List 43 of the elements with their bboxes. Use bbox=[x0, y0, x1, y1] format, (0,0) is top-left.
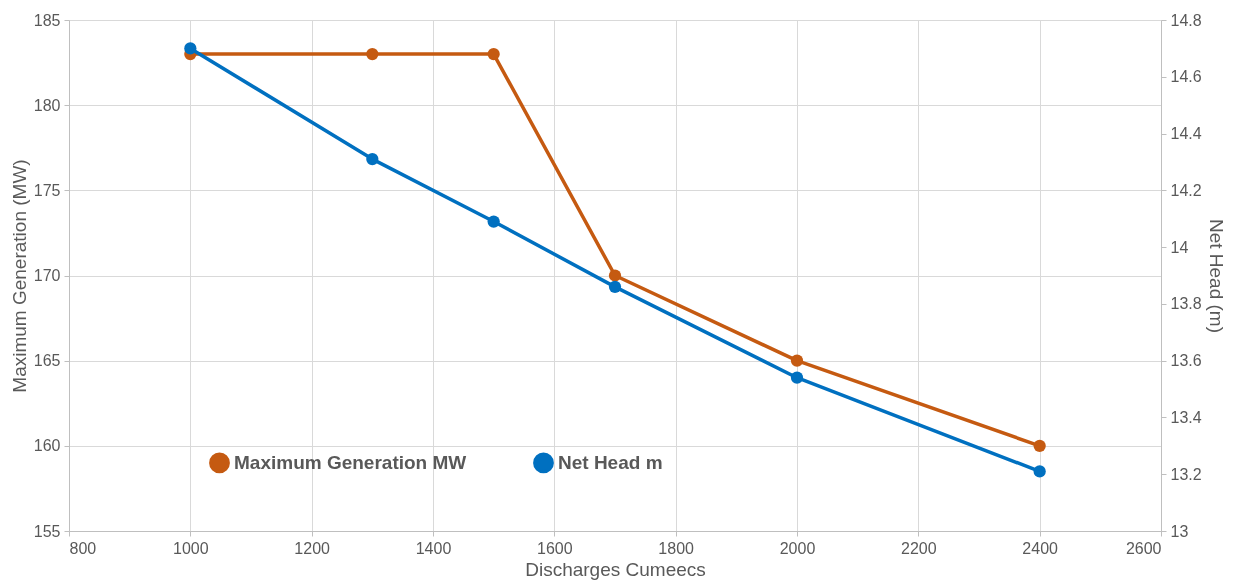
y-tick-label: 155 bbox=[33, 522, 61, 540]
y2-tick-label: 14.6 bbox=[1170, 68, 1202, 86]
point bbox=[608, 269, 622, 282]
y-tick-label: 185 bbox=[33, 11, 61, 29]
point bbox=[790, 354, 804, 367]
point bbox=[1033, 439, 1046, 452]
point bbox=[790, 371, 804, 384]
x-tick-label: 1000 bbox=[173, 539, 209, 557]
y-tick-label: 175 bbox=[33, 181, 61, 199]
x-tick-label: 800 bbox=[69, 539, 97, 557]
y2-tick-label: 14 bbox=[1170, 238, 1189, 256]
y-axis-title: Maximum Generation (MW) bbox=[8, 159, 30, 393]
y-tick-label: 160 bbox=[33, 437, 61, 455]
x-tick-label: 2600 bbox=[1125, 539, 1162, 557]
point bbox=[184, 42, 197, 55]
x-tick-label: 2000 bbox=[779, 539, 816, 557]
x-axis-title: Discharges Cumeecs bbox=[525, 558, 706, 580]
x-tick-label: 1400 bbox=[415, 539, 452, 557]
legend-label: Maximum Generation MW bbox=[234, 451, 467, 473]
x-tick-label: 1600 bbox=[537, 539, 573, 557]
point bbox=[487, 215, 500, 228]
point bbox=[366, 47, 379, 61]
y2-tick-label: 14.4 bbox=[1170, 125, 1202, 143]
y-tick-label: 165 bbox=[33, 352, 61, 370]
x-tick-label: 1200 bbox=[294, 539, 331, 557]
x-tick-label: 2400 bbox=[1022, 539, 1059, 557]
y-tick-label: 180 bbox=[33, 96, 61, 114]
y2-tick-label: 13.2 bbox=[1170, 465, 1202, 483]
point bbox=[608, 280, 622, 293]
y2-axis-title: Net Head (m) bbox=[1205, 218, 1227, 334]
point bbox=[487, 47, 500, 61]
y2-tick-label: 14.8 bbox=[1170, 11, 1202, 29]
y-tick-label: 170 bbox=[33, 267, 61, 284]
legend-label: Net Head m bbox=[558, 451, 663, 473]
y2-tick-label: 13 bbox=[1170, 522, 1189, 540]
point bbox=[1033, 465, 1046, 478]
point bbox=[366, 152, 379, 166]
y2-tick-label: 13.4 bbox=[1170, 408, 1202, 426]
x-tick-label: 1800 bbox=[658, 539, 695, 557]
y2-tick-label: 13.6 bbox=[1170, 352, 1202, 370]
y2-tick-label: 14.2 bbox=[1170, 181, 1202, 199]
y2-tick-label: 13.8 bbox=[1170, 295, 1202, 313]
x-tick-label: 2200 bbox=[901, 539, 937, 557]
